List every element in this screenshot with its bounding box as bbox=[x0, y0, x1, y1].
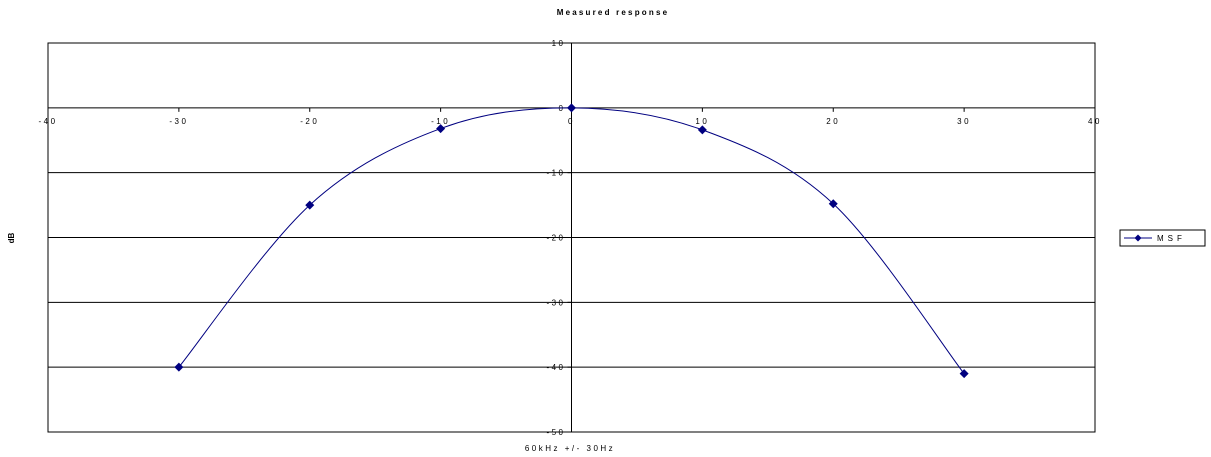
chart-title: Measured response bbox=[557, 8, 670, 17]
x-tick-label: -20 bbox=[300, 117, 319, 126]
data-point-marker bbox=[305, 200, 315, 210]
data-point-marker bbox=[697, 125, 707, 135]
legend-label-msf: MSF bbox=[1157, 234, 1186, 243]
x-tick-label: 0 bbox=[568, 117, 575, 126]
y-tick-labels: 100-10-20-30-40-50 bbox=[546, 39, 566, 437]
y-tick-label: -50 bbox=[546, 428, 565, 437]
x-tick-label: 40 bbox=[1088, 117, 1102, 126]
x-tick-label: 30 bbox=[957, 117, 971, 126]
y-axis-label: dB bbox=[7, 232, 16, 243]
data-point-marker bbox=[828, 199, 838, 209]
y-tick-label: -10 bbox=[546, 169, 565, 178]
y-tick-label: -40 bbox=[546, 363, 565, 372]
x-tick-label: -10 bbox=[431, 117, 450, 126]
legend-diamond-icon bbox=[1134, 234, 1142, 242]
y-tick-label: -20 bbox=[546, 234, 565, 243]
legend-box bbox=[1119, 229, 1206, 247]
data-point-marker bbox=[436, 124, 446, 134]
x-tick-labels: -40 -30 -20 -10 0 10 20 30 40 bbox=[38, 117, 1102, 126]
y-tick-label: 10 bbox=[552, 39, 566, 48]
x-axis-label: 60kHz +/- 30Hz bbox=[525, 444, 615, 453]
legend: MSF bbox=[1119, 229, 1206, 247]
data-point-marker bbox=[567, 103, 576, 113]
x-tick-label: -30 bbox=[169, 117, 188, 126]
x-tick-label: -40 bbox=[38, 117, 57, 126]
data-point-marker bbox=[959, 369, 969, 379]
series-msf bbox=[174, 103, 969, 379]
data-point-marker bbox=[174, 362, 184, 372]
x-tick-label: 20 bbox=[826, 117, 840, 126]
y-tick-label: -30 bbox=[546, 298, 565, 307]
x-tick-label: 10 bbox=[695, 117, 709, 126]
